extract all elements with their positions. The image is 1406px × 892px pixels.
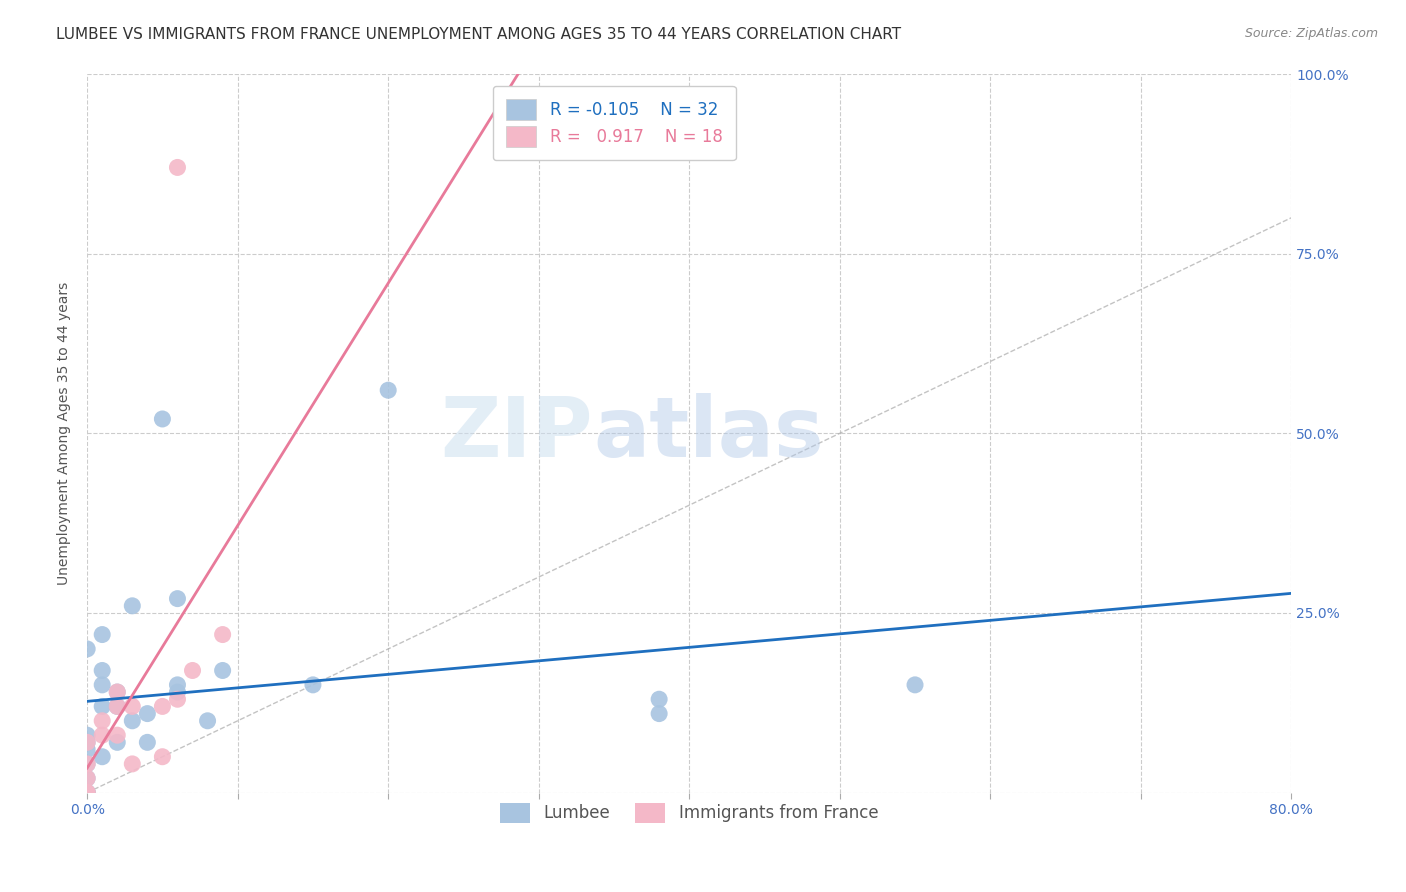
Point [105, 685, 128, 699]
Point [302, 678, 325, 692]
Point [76, 772, 98, 786]
Point [211, 627, 233, 641]
Point [166, 678, 188, 692]
Point [648, 706, 671, 721]
Point [105, 728, 128, 742]
Point [377, 383, 399, 397]
Text: LUMBEE VS IMMIGRANTS FROM FRANCE UNEMPLOYMENT AMONG AGES 35 TO 44 YEARS CORRELAT: LUMBEE VS IMMIGRANTS FROM FRANCE UNEMPLO… [56, 27, 901, 42]
Point [91, 749, 114, 764]
Point [76, 735, 98, 749]
Point [76, 786, 98, 800]
Point [76, 786, 98, 800]
Point [121, 599, 143, 613]
Point [166, 692, 188, 706]
Point [105, 735, 128, 749]
Point [76, 756, 98, 771]
Point [76, 728, 98, 742]
Point [91, 664, 114, 678]
Text: ZIP: ZIP [440, 392, 593, 474]
Point [136, 706, 159, 721]
Point [91, 627, 114, 641]
Legend: Lumbee, Immigrants from France: Lumbee, Immigrants from France [488, 791, 890, 835]
Point [197, 714, 219, 728]
Point [76, 742, 98, 756]
Point [91, 728, 114, 742]
Point [76, 786, 98, 800]
Point [91, 714, 114, 728]
Point [152, 699, 174, 714]
Point [121, 699, 143, 714]
Text: Source: ZipAtlas.com: Source: ZipAtlas.com [1244, 27, 1378, 40]
Point [76, 772, 98, 786]
Point [648, 692, 671, 706]
Point [91, 699, 114, 714]
Point [166, 161, 188, 175]
Point [121, 714, 143, 728]
Point [152, 749, 174, 764]
Point [166, 591, 188, 606]
Point [166, 685, 188, 699]
Point [105, 699, 128, 714]
Point [181, 664, 204, 678]
Point [76, 786, 98, 800]
Y-axis label: Unemployment Among Ages 35 to 44 years: Unemployment Among Ages 35 to 44 years [58, 282, 72, 585]
Point [121, 756, 143, 771]
Point [105, 699, 128, 714]
Point [904, 678, 927, 692]
Text: atlas: atlas [593, 392, 824, 474]
Point [152, 412, 174, 426]
Point [211, 664, 233, 678]
Point [76, 756, 98, 771]
Point [136, 735, 159, 749]
Point [76, 735, 98, 749]
Point [76, 641, 98, 656]
Point [76, 786, 98, 800]
Point [105, 685, 128, 699]
Point [91, 678, 114, 692]
